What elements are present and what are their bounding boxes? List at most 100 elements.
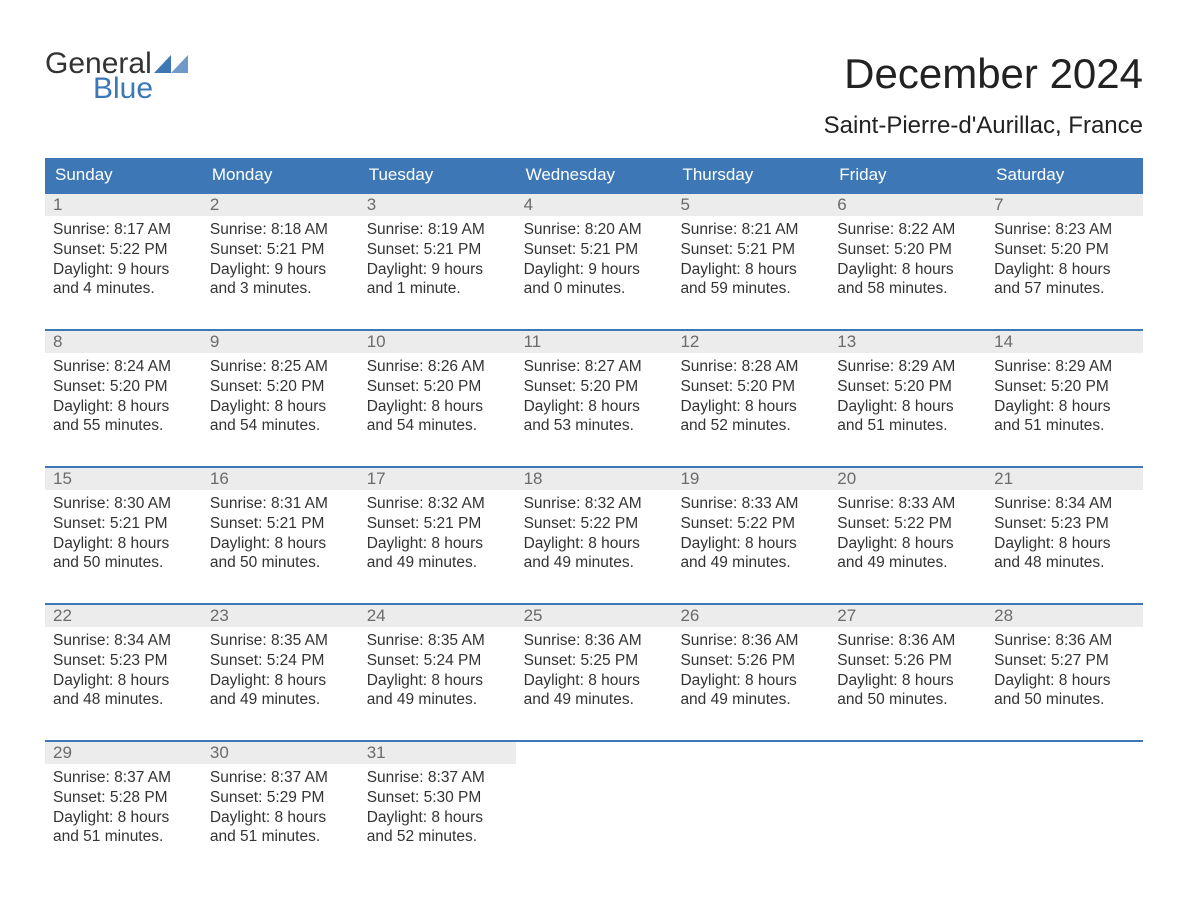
day-number: 27 <box>829 605 986 627</box>
daylight-text-2: and 49 minutes. <box>367 553 508 573</box>
week-row: 15Sunrise: 8:30 AMSunset: 5:21 PMDayligh… <box>45 466 1143 583</box>
sunset-text: Sunset: 5:20 PM <box>367 377 508 397</box>
day-number: 17 <box>359 468 516 490</box>
day-details: Sunrise: 8:18 AMSunset: 5:21 PMDaylight:… <box>202 216 359 303</box>
day-cell: 16Sunrise: 8:31 AMSunset: 5:21 PMDayligh… <box>202 468 359 583</box>
day-cell: 21Sunrise: 8:34 AMSunset: 5:23 PMDayligh… <box>986 468 1143 583</box>
day-details: Sunrise: 8:32 AMSunset: 5:21 PMDaylight:… <box>359 490 516 577</box>
daylight-text-2: and 49 minutes. <box>837 553 978 573</box>
sunrise-text: Sunrise: 8:17 AM <box>53 220 194 240</box>
daylight-text-2: and 57 minutes. <box>994 279 1135 299</box>
daylight-text-1: Daylight: 8 hours <box>837 397 978 417</box>
day-cell: 10Sunrise: 8:26 AMSunset: 5:20 PMDayligh… <box>359 331 516 446</box>
daylight-text-2: and 49 minutes. <box>680 553 821 573</box>
daylight-text-2: and 0 minutes. <box>524 279 665 299</box>
daylight-text-2: and 51 minutes. <box>837 416 978 436</box>
sunrise-text: Sunrise: 8:24 AM <box>53 357 194 377</box>
daylight-text-2: and 52 minutes. <box>680 416 821 436</box>
sunrise-text: Sunrise: 8:33 AM <box>680 494 821 514</box>
daylight-text-2: and 50 minutes. <box>53 553 194 573</box>
sunrise-text: Sunrise: 8:35 AM <box>210 631 351 651</box>
sunrise-text: Sunrise: 8:37 AM <box>210 768 351 788</box>
day-details: Sunrise: 8:24 AMSunset: 5:20 PMDaylight:… <box>45 353 202 440</box>
day-cell: 19Sunrise: 8:33 AMSunset: 5:22 PMDayligh… <box>672 468 829 583</box>
sunset-text: Sunset: 5:20 PM <box>53 377 194 397</box>
sunset-text: Sunset: 5:26 PM <box>837 651 978 671</box>
day-cell: 28Sunrise: 8:36 AMSunset: 5:27 PMDayligh… <box>986 605 1143 720</box>
day-cell: 14Sunrise: 8:29 AMSunset: 5:20 PMDayligh… <box>986 331 1143 446</box>
day-cell: 30 Sunrise: 8:37 AMSunset: 5:29 PMDayligh… <box>202 742 359 857</box>
day-number: 1 <box>45 194 202 216</box>
day-details: Sunrise: 8:26 AMSunset: 5:20 PMDaylight:… <box>359 353 516 440</box>
daylight-text-1: Daylight: 8 hours <box>210 671 351 691</box>
daylight-text-1: Daylight: 8 hours <box>837 671 978 691</box>
day-cell <box>672 742 829 857</box>
sunrise-text: Sunrise: 8:36 AM <box>524 631 665 651</box>
sunrise-text: Sunrise: 8:29 AM <box>994 357 1135 377</box>
day-details: Sunrise: 8:21 AMSunset: 5:21 PMDaylight:… <box>672 216 829 303</box>
sunrise-text: Sunrise: 8:19 AM <box>367 220 508 240</box>
daylight-text-2: and 51 minutes. <box>994 416 1135 436</box>
logo-text-blue: Blue <box>93 75 188 104</box>
daylight-text-1: Daylight: 9 hours <box>210 260 351 280</box>
day-cell: 9Sunrise: 8:25 AMSunset: 5:20 PMDaylight… <box>202 331 359 446</box>
sunset-text: Sunset: 5:21 PM <box>53 514 194 534</box>
day-cell: 2Sunrise: 8:18 AMSunset: 5:21 PMDaylight… <box>202 194 359 309</box>
daylight-text-1: Daylight: 8 hours <box>680 260 821 280</box>
sunset-text: Sunset: 5:28 PM <box>53 788 194 808</box>
sunrise-text: Sunrise: 8:28 AM <box>680 357 821 377</box>
day-number <box>672 742 829 764</box>
daylight-text-1: Daylight: 8 hours <box>994 534 1135 554</box>
sunset-text: Sunset: 5:22 PM <box>53 240 194 260</box>
day-details: Sunrise: 8:36 AMSunset: 5:25 PMDaylight:… <box>516 627 673 714</box>
sunset-text: Sunset: 5:21 PM <box>367 240 508 260</box>
daylight-text-1: Daylight: 8 hours <box>837 260 978 280</box>
day-cell: 13Sunrise: 8:29 AMSunset: 5:20 PMDayligh… <box>829 331 986 446</box>
daylight-text-2: and 54 minutes. <box>210 416 351 436</box>
daylight-text-2: and 58 minutes. <box>837 279 978 299</box>
week-row: 8Sunrise: 8:24 AMSunset: 5:20 PMDaylight… <box>45 329 1143 446</box>
day-cell: 8Sunrise: 8:24 AMSunset: 5:20 PMDaylight… <box>45 331 202 446</box>
sunset-text: Sunset: 5:20 PM <box>680 377 821 397</box>
day-cell <box>516 742 673 857</box>
day-number: 21 <box>986 468 1143 490</box>
daylight-text-1: Daylight: 8 hours <box>210 397 351 417</box>
sunset-text: Sunset: 5:29 PM <box>210 788 351 808</box>
sunset-text: Sunset: 5:20 PM <box>837 240 978 260</box>
day-details: Sunrise: 8:32 AMSunset: 5:22 PMDaylight:… <box>516 490 673 577</box>
sunset-text: Sunset: 5:22 PM <box>837 514 978 534</box>
logo: General Blue <box>45 50 188 103</box>
dow-tuesday: Tuesday <box>359 158 516 192</box>
daylight-text-2: and 59 minutes. <box>680 279 821 299</box>
day-details: Sunrise: 8:20 AMSunset: 5:21 PMDaylight:… <box>516 216 673 303</box>
day-cell: 24Sunrise: 8:35 AMSunset: 5:24 PMDayligh… <box>359 605 516 720</box>
day-details <box>516 764 673 772</box>
day-details: Sunrise: 8:33 AMSunset: 5:22 PMDaylight:… <box>672 490 829 577</box>
sunset-text: Sunset: 5:27 PM <box>994 651 1135 671</box>
dow-friday: Friday <box>829 158 986 192</box>
daylight-text-1: Daylight: 8 hours <box>680 671 821 691</box>
day-number: 26 <box>672 605 829 627</box>
day-number <box>986 742 1143 764</box>
sunrise-text: Sunrise: 8:34 AM <box>994 494 1135 514</box>
day-details: Sunrise: 8:29 AMSunset: 5:20 PMDaylight:… <box>986 353 1143 440</box>
daylight-text-1: Daylight: 9 hours <box>524 260 665 280</box>
sunrise-text: Sunrise: 8:29 AM <box>837 357 978 377</box>
day-details: Sunrise: 8:30 AMSunset: 5:21 PMDaylight:… <box>45 490 202 577</box>
daylight-text-1: Daylight: 8 hours <box>367 397 508 417</box>
day-number: 30 <box>202 742 359 764</box>
sunset-text: Sunset: 5:22 PM <box>680 514 821 534</box>
sunset-text: Sunset: 5:26 PM <box>680 651 821 671</box>
daylight-text-1: Daylight: 8 hours <box>680 534 821 554</box>
month-title: December 2024 <box>824 50 1143 98</box>
day-number: 24 <box>359 605 516 627</box>
day-number <box>516 742 673 764</box>
daylight-text-2: and 51 minutes. <box>210 827 351 847</box>
daylight-text-1: Daylight: 8 hours <box>53 397 194 417</box>
daylight-text-1: Daylight: 8 hours <box>210 808 351 828</box>
sunset-text: Sunset: 5:21 PM <box>210 240 351 260</box>
day-details: Sunrise: 8:36 AMSunset: 5:26 PMDaylight:… <box>829 627 986 714</box>
sunrise-text: Sunrise: 8:37 AM <box>367 768 508 788</box>
calendar: Sunday Monday Tuesday Wednesday Thursday… <box>45 158 1143 857</box>
sunrise-text: Sunrise: 8:36 AM <box>837 631 978 651</box>
